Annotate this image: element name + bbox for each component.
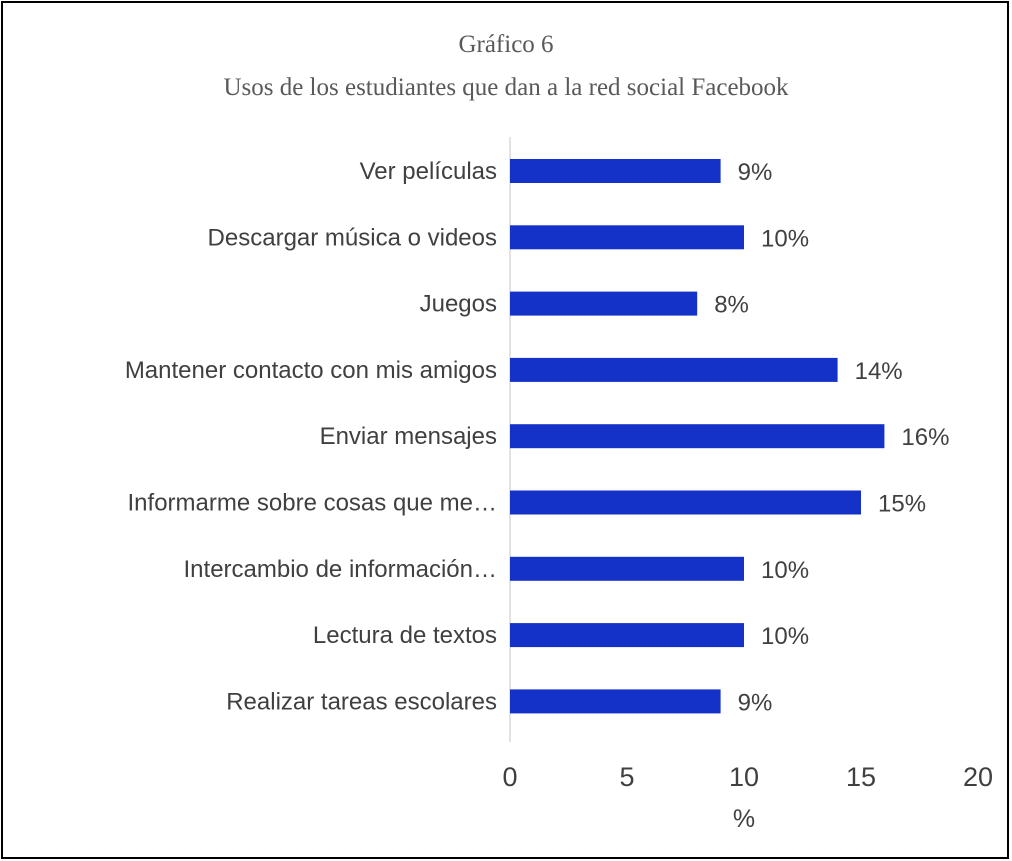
x-tick-label: 5 xyxy=(619,762,634,792)
x-axis-title: % xyxy=(733,805,755,833)
data-label: 10% xyxy=(761,225,809,252)
category-label: Ver películas xyxy=(360,158,497,185)
x-tick-label: 15 xyxy=(846,762,876,792)
data-label: 9% xyxy=(738,689,773,716)
bar xyxy=(510,490,861,515)
chart-title: Gráfico 6 xyxy=(458,31,554,58)
category-label: Mantener contacto con mis amigos xyxy=(125,357,497,384)
category-label: Lectura de textos xyxy=(313,622,497,649)
data-label: 8% xyxy=(714,292,749,319)
x-tick-label: 10 xyxy=(729,762,759,792)
data-label: 14% xyxy=(855,358,903,385)
data-label: 16% xyxy=(901,424,949,451)
category-label: Juegos xyxy=(420,291,497,318)
category-label: Enviar mensajes xyxy=(320,423,497,450)
data-label: 9% xyxy=(738,159,773,186)
x-tick-label: 20 xyxy=(963,762,993,792)
category-label: Descargar música o videos xyxy=(208,224,497,251)
category-label: Informarme sobre cosas que me… xyxy=(128,490,497,517)
bar xyxy=(510,424,885,449)
data-label: 10% xyxy=(761,557,809,584)
x-tick-label: 0 xyxy=(502,762,517,792)
chart-subtitle: Usos de los estudiantes que dan a la red… xyxy=(223,74,789,101)
bar xyxy=(510,159,721,183)
category-label: Realizar tareas escolares xyxy=(226,688,497,715)
bar xyxy=(510,357,838,382)
bar xyxy=(510,623,744,648)
data-label: 15% xyxy=(878,491,926,518)
data-label: 10% xyxy=(761,623,809,650)
bar xyxy=(510,225,744,250)
bar xyxy=(510,556,744,581)
bar xyxy=(510,291,698,316)
bar xyxy=(510,689,721,714)
category-label: Intercambio de información… xyxy=(184,556,497,583)
